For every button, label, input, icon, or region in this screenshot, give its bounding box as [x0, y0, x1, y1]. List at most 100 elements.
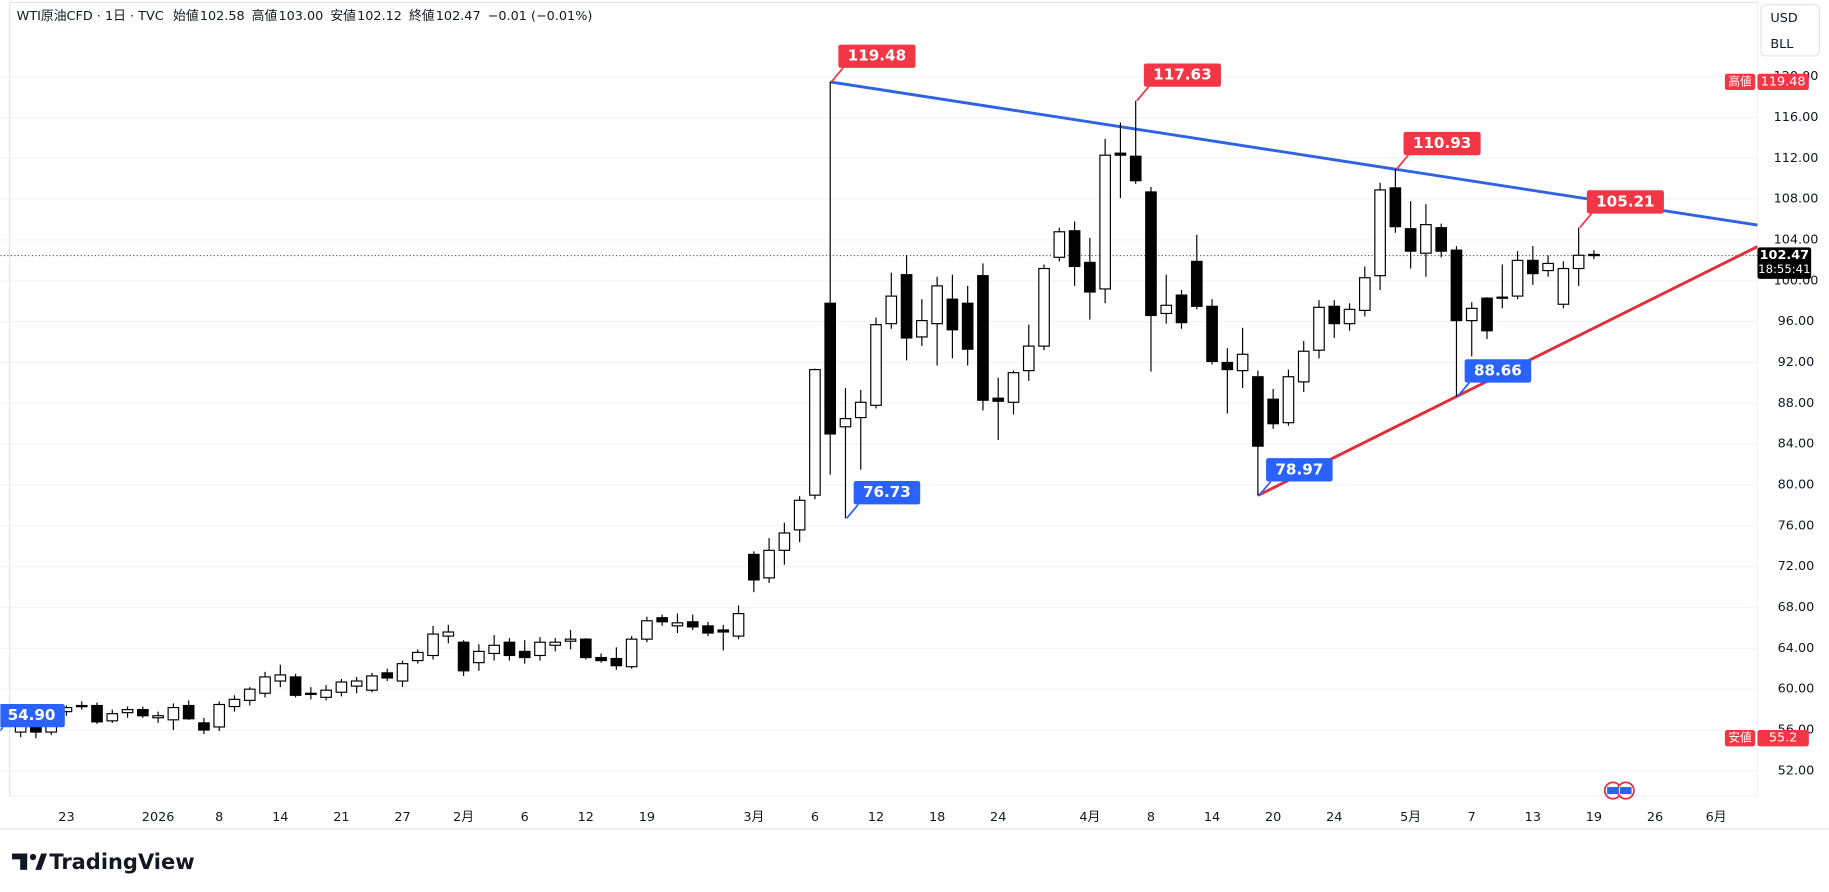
annotation-label: 119.48 [848, 47, 906, 65]
candle-body [91, 704, 103, 723]
candle-body [1313, 306, 1325, 351]
plot-area: 119.48 117.63 110.93 105.21 76.73 78.97 88.66 5… [0, 1, 1758, 797]
candle-body [1557, 267, 1570, 305]
ohlc-label: 終値 [409, 8, 435, 24]
candle-body [1527, 259, 1539, 275]
candle-body [305, 692, 317, 696]
candle-body [717, 629, 730, 633]
annotation-box [1266, 458, 1333, 482]
last-price-value: 102.47 [1760, 248, 1809, 263]
candle-body [854, 401, 867, 419]
candle-body [1343, 308, 1356, 325]
ohlc-label: 安値 [330, 8, 356, 24]
unit[interactable]: BLL [1770, 37, 1794, 52]
event-icons[interactable] [1603, 781, 1635, 800]
candle-body [900, 274, 913, 339]
ohlc-value: 102.47 [436, 9, 481, 24]
candle-body [809, 369, 821, 496]
candle-body [1481, 297, 1493, 332]
annotation-label: 88.66 [1474, 361, 1522, 379]
y-tick-label: 60.00 [1778, 682, 1815, 697]
candle-body [763, 549, 775, 579]
annotation-label: 117.63 [1153, 66, 1211, 84]
annotation-pointer [1579, 213, 1593, 229]
x-tick-label: 2月 [453, 810, 474, 825]
brand: TradingView [49, 850, 194, 874]
candle-body [243, 688, 256, 701]
x-tick-label: 12 [578, 810, 594, 825]
candle-body [1053, 231, 1066, 258]
y-tick-label: 84.00 [1778, 437, 1815, 452]
logo-part [12, 853, 28, 860]
x-tick-label: 12 [868, 810, 884, 825]
y-tick-label: 116.00 [1774, 110, 1819, 125]
candle-body [1221, 361, 1234, 371]
y-tick-label: 72.00 [1778, 559, 1815, 574]
candle-body [1328, 305, 1341, 325]
badge-value: 55.2 [1769, 731, 1798, 746]
chart-ui: USD BLL TradingView [0, 4, 1829, 874]
candle-body [1084, 261, 1096, 293]
candle-body [1389, 187, 1402, 228]
unit-box[interactable] [1760, 4, 1820, 57]
candle-body [1022, 345, 1035, 372]
annotation-pointer [1395, 154, 1409, 170]
x-tick-label: 5月 [1400, 810, 1421, 825]
ohlc-label: 高値 [252, 8, 278, 24]
candle-body [1038, 267, 1050, 347]
candle-body [793, 499, 806, 531]
candle-body [885, 295, 898, 325]
candle-body [1145, 191, 1157, 317]
x-tick-label: 19 [1586, 810, 1602, 825]
candle-body [274, 674, 287, 682]
annotation-label: 78.97 [1275, 460, 1323, 478]
annotation-box [0, 703, 65, 728]
ohlc-label: 始値 [173, 8, 199, 24]
badge-value-box [1757, 730, 1809, 747]
x-tick-label: 21 [333, 810, 349, 825]
candle-body [1588, 253, 1600, 257]
candle-body [1099, 154, 1111, 290]
badge-label-box [1724, 730, 1756, 747]
candle-body [1252, 376, 1264, 447]
candle-body [1542, 262, 1554, 272]
x-tick-label: 6 [521, 810, 529, 825]
candle-body [213, 703, 226, 728]
candle-body [1175, 294, 1188, 324]
candle-body [931, 285, 943, 325]
x-tick-label: 23 [58, 810, 74, 825]
annotation-box [1586, 190, 1664, 214]
y-tick-label: 88.00 [1778, 396, 1815, 411]
candle-body [152, 715, 164, 719]
candle-body [1267, 398, 1279, 425]
header: WTI原油CFD · 1日 · TVC 始値 102.58 高値 103.00 安値 102… [17, 8, 593, 24]
annotation-box [1143, 63, 1221, 87]
candle-body [564, 638, 577, 642]
x-tick-label: 4月 [1079, 810, 1100, 825]
candle-body [182, 704, 195, 720]
x-tick-label: 8 [1147, 810, 1155, 825]
candle-body [106, 713, 119, 722]
candle-body [595, 656, 607, 662]
x-tick-label: 6 [811, 810, 819, 825]
annotation-label: 110.93 [1413, 134, 1471, 152]
x-tick-label: 20 [1265, 810, 1281, 825]
x-tick-label: 7 [1468, 810, 1476, 825]
candle-body [259, 676, 271, 694]
candle-body [656, 617, 669, 623]
axes: 52.0056.0060.0064.0068.0072.0076.0080.00… [58, 0, 1829, 825]
candle-body [992, 397, 1005, 402]
candle-body [473, 650, 485, 664]
currency[interactable]: USD [1770, 11, 1798, 26]
candle-body [1282, 376, 1295, 424]
candle-body [870, 324, 882, 406]
candle-body [503, 641, 516, 657]
candle-body [1496, 296, 1509, 299]
candle-body [518, 650, 531, 659]
candle-body [610, 657, 623, 667]
brand-logo [12, 853, 47, 870]
badge-value: 119.48 [1761, 74, 1806, 89]
candle-body [1358, 277, 1371, 311]
